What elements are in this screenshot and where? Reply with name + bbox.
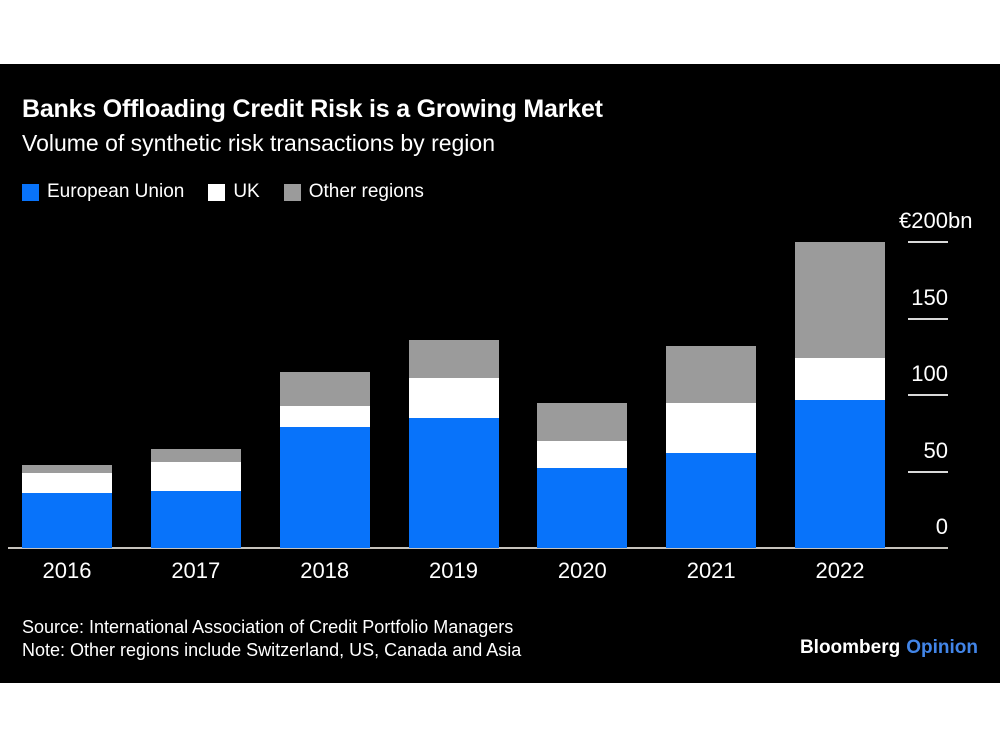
bar-segment-2017-uk [150, 462, 241, 492]
y-tick-label-150: 150 [911, 284, 948, 310]
bar-segment-2016-other-regions [22, 465, 112, 474]
bar-segment-2016-european-union [22, 492, 112, 548]
y-tick-label-200: €200 bn [899, 208, 973, 233]
bar-segment-2020-european-union [537, 468, 628, 548]
legend-swatch-other-regions [283, 183, 301, 201]
y-tick-150 [908, 317, 948, 320]
bar-2022 [795, 242, 885, 548]
legend-item-uk: UK [208, 181, 260, 203]
legend-label: UK [233, 181, 260, 202]
bar-segment-2018-other-regions [279, 372, 370, 406]
bar-segment-2019-uk [408, 378, 499, 418]
bar-2018 [279, 372, 370, 548]
x-axis-label-2022: 2022 [815, 558, 865, 583]
bar-segment-2016-uk [22, 473, 112, 493]
bar-segment-2021-uk [666, 402, 757, 454]
y-axis-unit-suffix: bn [948, 208, 973, 233]
bar-segment-2021-european-union [666, 453, 757, 548]
x-axis-label-2017: 2017 [171, 558, 221, 583]
x-axis-label-2016: 2016 [42, 558, 92, 583]
x-axis-label-2019: 2019 [429, 558, 478, 583]
legend-item-other-regions: Other regions [283, 181, 424, 203]
legend: European Union UK Other regions [22, 181, 424, 203]
legend-label: Other regions [308, 181, 424, 202]
footer-source: Source: International Association of Cre… [22, 617, 514, 637]
bar-2019 [408, 339, 499, 548]
plot-area: 2016 2017 2018 2019 2020 2021 2022 0 50 100 150 €20… [0, 64, 1000, 683]
bar-segment-2021-other-regions [666, 346, 757, 403]
y-tick-label-100: 100 [911, 361, 948, 386]
x-axis-line [8, 547, 948, 549]
x-axis-label-2021: 2021 [686, 558, 736, 583]
bar-2016 [22, 465, 112, 548]
legend-item-european-union: European Union [22, 181, 184, 203]
chart-title: Banks Offloading Credit Risk is a Growin… [22, 95, 603, 123]
y-tick-200 [908, 241, 948, 243]
chart-subtitle: Volume of synthetic risk transactions by… [22, 130, 496, 156]
y-tick-label-50: 50 [923, 437, 948, 463]
bar-segment-2017-other-regions [150, 448, 241, 463]
x-axis-label-2020: 2020 [557, 558, 607, 583]
y-tick-50 [908, 470, 948, 473]
bar-2017 [150, 448, 241, 548]
logo-product: Opinion [906, 637, 978, 658]
bar-segment-2019-european-union [408, 417, 499, 548]
bar-segment-2018-uk [279, 405, 370, 428]
bar-segment-2018-european-union [279, 427, 370, 548]
legend-swatch-european-union [22, 183, 39, 201]
bar-segment-2022-other-regions [795, 242, 885, 359]
logo-brand: Bloomberg [799, 637, 901, 658]
x-axis-label-2018: 2018 [300, 558, 350, 583]
bar-segment-2022-european-union [795, 399, 885, 548]
chart-card: Banks Offloading Credit Risk is a Growin… [0, 64, 1000, 683]
bar-segment-2020-uk [537, 440, 628, 469]
footer-note: Note: Other regions include Switzerland,… [22, 640, 522, 660]
bar-segment-2017-european-union [150, 491, 241, 548]
bar-segment-2019-other-regions [408, 339, 499, 379]
y-tick-label-0: 0 [935, 514, 948, 539]
bar-segment-2022-uk [795, 358, 885, 400]
bloomberg-logo: Bloomberg Opinion [800, 637, 978, 659]
bar-2021 [666, 346, 757, 548]
y-tick-100 [908, 394, 948, 396]
legend-swatch-uk [208, 183, 226, 201]
bar-2020 [537, 402, 628, 548]
bar-segment-2020-other-regions [537, 402, 628, 441]
legend-label: European Union [47, 181, 185, 202]
